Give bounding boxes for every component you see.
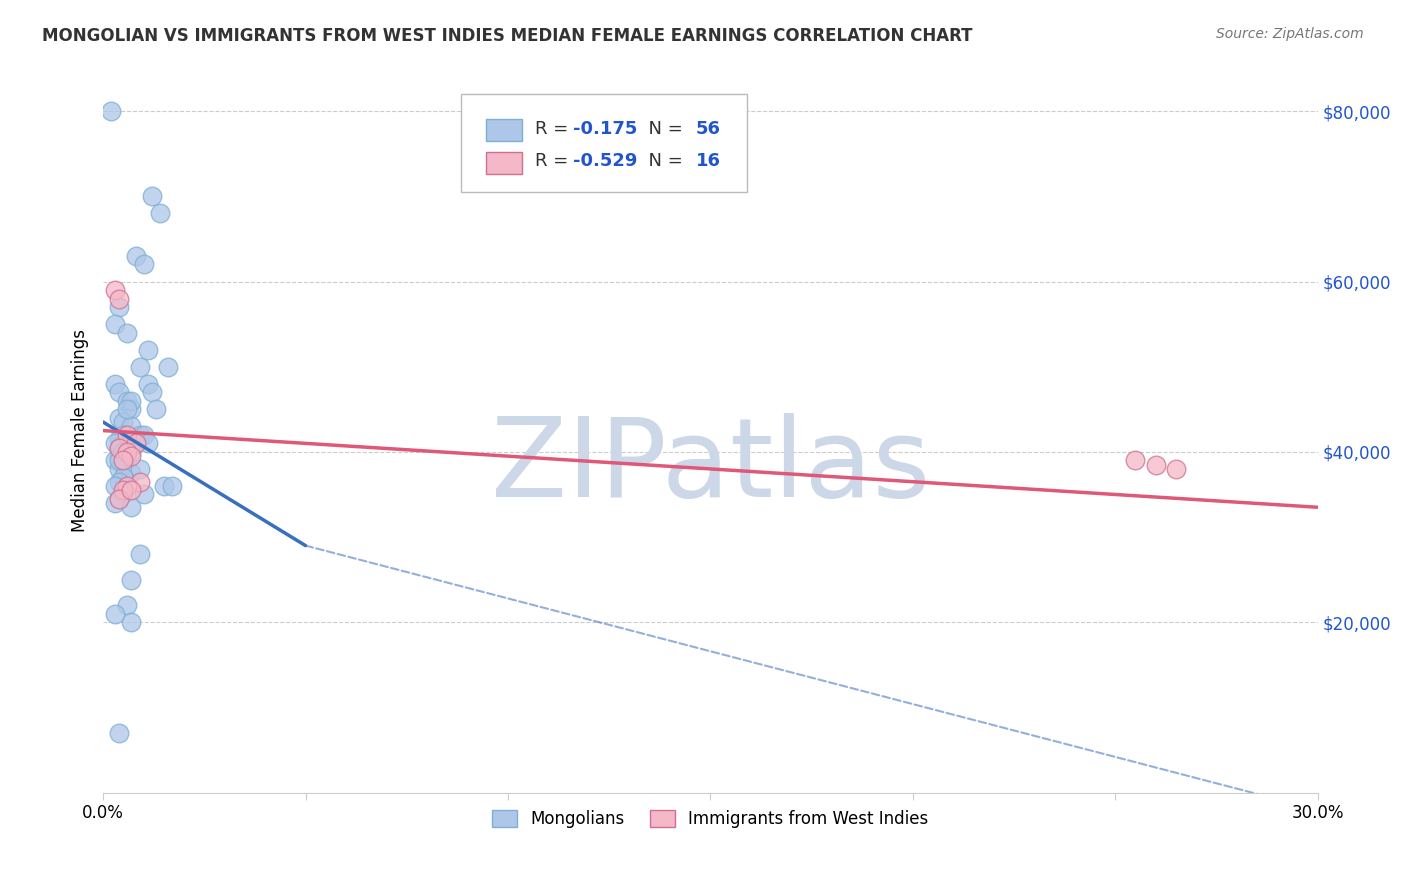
Point: [108, 475, 131, 489]
Point: [128, 427, 150, 442]
Legend: Mongolians, Immigrants from West Indies: Mongolians, Immigrants from West Indies: [485, 804, 935, 835]
Point: [128, 462, 150, 476]
Text: N =: N =: [637, 153, 689, 170]
FancyBboxPatch shape: [485, 120, 522, 141]
Point: [112, 487, 135, 501]
Point: [104, 436, 127, 450]
Point: [108, 491, 131, 506]
Text: ZIPatlas: ZIPatlas: [491, 413, 929, 520]
Point: [104, 496, 127, 510]
Point: [132, 487, 155, 501]
Point: [121, 615, 143, 630]
Point: [121, 419, 143, 434]
Point: [121, 466, 143, 480]
Point: [141, 189, 163, 203]
Point: [104, 453, 127, 467]
Point: [124, 436, 146, 450]
Point: [112, 453, 135, 467]
FancyBboxPatch shape: [461, 94, 747, 192]
Point: [112, 445, 135, 459]
Point: [117, 445, 139, 459]
Point: [132, 257, 155, 271]
Text: 56: 56: [696, 120, 721, 137]
Point: [1164, 462, 1187, 476]
Point: [108, 441, 131, 455]
Point: [108, 385, 131, 400]
Text: -0.529: -0.529: [574, 153, 637, 170]
Point: [117, 427, 139, 442]
Point: [121, 449, 143, 463]
Point: [136, 376, 159, 391]
Point: [1144, 458, 1167, 472]
Point: [108, 449, 131, 463]
Text: Source: ZipAtlas.com: Source: ZipAtlas.com: [1216, 27, 1364, 41]
Point: [121, 483, 143, 498]
Point: [112, 458, 135, 472]
Point: [117, 599, 139, 613]
Point: [112, 470, 135, 484]
Text: 16: 16: [696, 153, 721, 170]
Point: [149, 206, 172, 220]
Point: [1125, 453, 1147, 467]
Point: [108, 300, 131, 314]
Point: [112, 483, 135, 498]
Point: [108, 491, 131, 506]
Point: [121, 445, 143, 459]
Text: MONGOLIAN VS IMMIGRANTS FROM WEST INDIES MEDIAN FEMALE EARNINGS CORRELATION CHAR: MONGOLIAN VS IMMIGRANTS FROM WEST INDIES…: [42, 27, 973, 45]
Point: [128, 547, 150, 561]
Point: [128, 475, 150, 489]
Point: [132, 427, 155, 442]
Point: [160, 479, 183, 493]
Point: [108, 441, 131, 455]
Text: R =: R =: [536, 153, 575, 170]
Point: [108, 292, 131, 306]
Point: [121, 573, 143, 587]
Point: [136, 436, 159, 450]
Point: [121, 393, 143, 408]
Point: [121, 402, 143, 417]
Point: [136, 343, 159, 357]
Point: [141, 385, 163, 400]
Point: [104, 376, 127, 391]
Point: [104, 283, 127, 297]
Point: [108, 462, 131, 476]
Text: -0.175: -0.175: [574, 120, 637, 137]
Point: [117, 402, 139, 417]
Point: [100, 104, 122, 119]
Point: [117, 393, 139, 408]
Y-axis label: Median Female Earnings: Median Female Earnings: [72, 329, 89, 533]
Point: [108, 432, 131, 446]
FancyBboxPatch shape: [485, 152, 522, 174]
Point: [112, 415, 135, 429]
Point: [104, 479, 127, 493]
Point: [153, 479, 176, 493]
Point: [108, 726, 131, 740]
Point: [117, 479, 139, 493]
Point: [112, 427, 135, 442]
Point: [145, 402, 167, 417]
Point: [104, 607, 127, 621]
Text: N =: N =: [637, 120, 689, 137]
Point: [124, 249, 146, 263]
Point: [121, 500, 143, 515]
Point: [108, 410, 131, 425]
Point: [117, 326, 139, 340]
Point: [108, 453, 131, 467]
Point: [128, 359, 150, 374]
Point: [156, 359, 179, 374]
Point: [117, 445, 139, 459]
Text: R =: R =: [536, 120, 575, 137]
Point: [104, 317, 127, 331]
